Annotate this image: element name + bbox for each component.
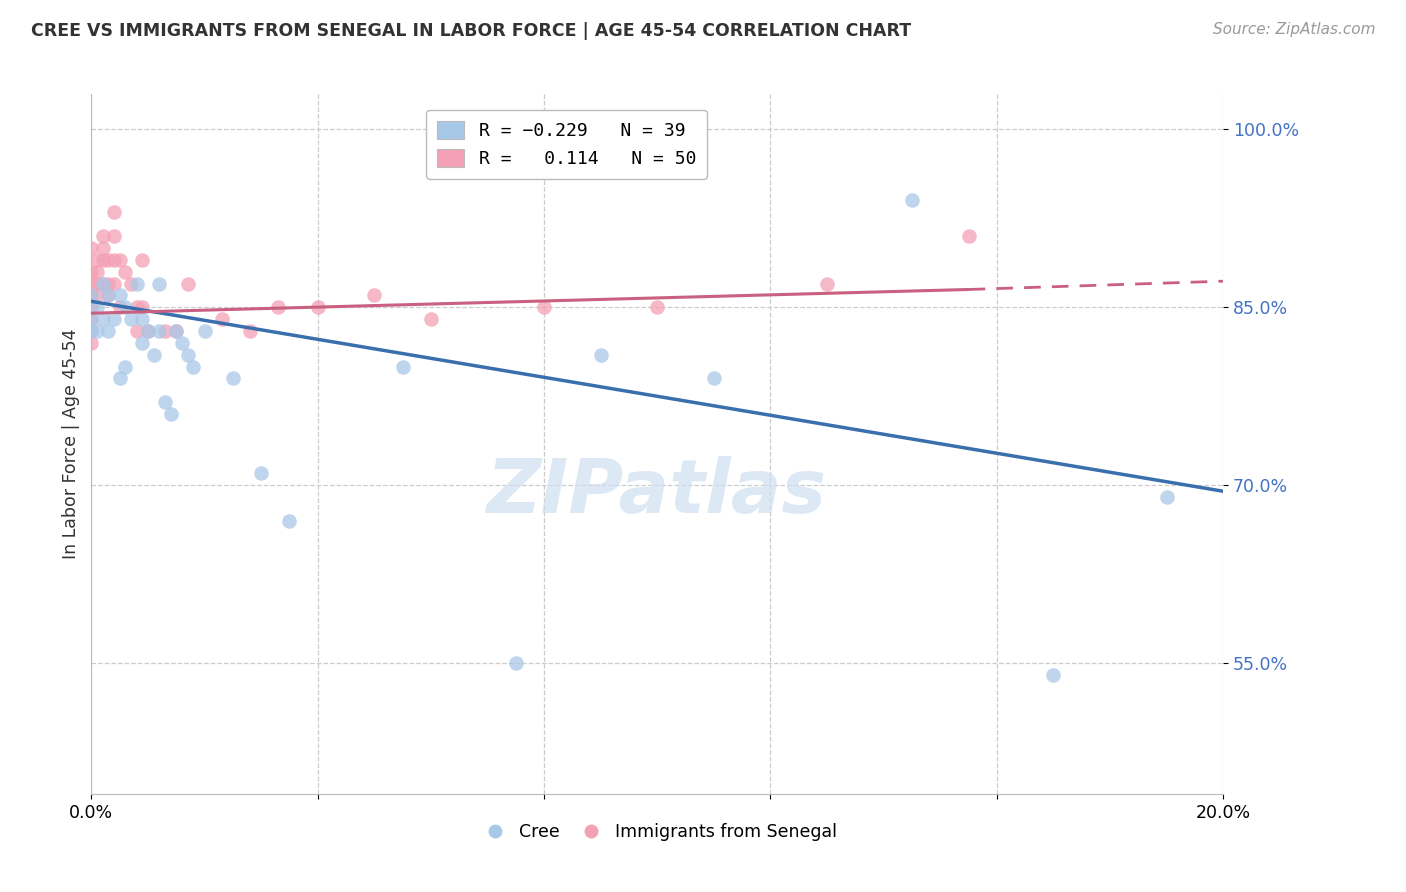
Point (176, 277, 198, 291)
Point (142, 348, 165, 362)
Point (363, 288, 385, 302)
Point (120, 312, 142, 326)
Point (103, 229, 125, 244)
Point (114, 300, 136, 314)
Point (80, 288, 103, 302)
Point (1042, 668, 1064, 682)
Point (131, 335, 153, 350)
Point (148, 324, 170, 338)
Point (91, 312, 114, 326)
Point (645, 300, 668, 314)
Point (153, 395, 176, 409)
Point (131, 252, 153, 267)
Point (97, 324, 120, 338)
Point (97, 288, 120, 302)
Point (114, 265, 136, 279)
Point (307, 300, 329, 314)
Point (86, 300, 108, 314)
Point (125, 277, 148, 291)
Text: CREE VS IMMIGRANTS FROM SENEGAL IN LABOR FORCE | AGE 45-54 CORRELATION CHART: CREE VS IMMIGRANTS FROM SENEGAL IN LABOR… (31, 22, 911, 40)
Point (108, 300, 131, 314)
Point (477, 158, 499, 172)
Point (80, 265, 103, 279)
Point (80, 277, 103, 291)
Point (419, 312, 441, 326)
Text: ZIPatlas: ZIPatlas (488, 457, 827, 529)
Point (108, 288, 131, 302)
Point (103, 252, 125, 267)
Point (1156, 490, 1178, 504)
Point (131, 312, 153, 326)
Point (170, 335, 193, 350)
Point (86, 252, 108, 267)
Point (153, 324, 176, 338)
Point (120, 277, 142, 291)
Point (97, 252, 120, 267)
Point (80, 300, 103, 314)
Point (125, 324, 148, 338)
Point (250, 467, 273, 481)
Point (86, 324, 108, 338)
Point (148, 277, 170, 291)
Point (91, 277, 114, 291)
Point (103, 277, 125, 291)
Point (80, 241, 103, 255)
Point (815, 277, 838, 291)
Point (181, 359, 204, 374)
Point (211, 312, 233, 326)
Point (165, 324, 187, 338)
Point (239, 324, 262, 338)
Point (108, 252, 131, 267)
Y-axis label: In Labor Force | Age 45-54: In Labor Force | Age 45-54 (62, 328, 80, 559)
Point (505, 657, 527, 671)
Point (80, 335, 103, 350)
Text: Source: ZipAtlas.com: Source: ZipAtlas.com (1212, 22, 1375, 37)
Point (136, 324, 159, 338)
Point (80, 324, 103, 338)
Point (136, 324, 159, 338)
Point (703, 371, 725, 385)
Point (103, 312, 125, 326)
Point (159, 407, 181, 421)
Point (391, 359, 413, 374)
Point (108, 371, 131, 385)
Point (533, 300, 555, 314)
Point (91, 277, 114, 291)
Point (91, 229, 114, 244)
Point (589, 348, 612, 362)
Point (114, 359, 136, 374)
Point (222, 371, 245, 385)
Point (957, 229, 980, 244)
Point (176, 348, 198, 362)
Point (80, 288, 103, 302)
Point (97, 288, 120, 302)
Point (267, 300, 290, 314)
Point (103, 205, 125, 219)
Point (193, 324, 217, 338)
Point (80, 312, 103, 326)
Point (86, 288, 108, 302)
Point (97, 277, 120, 291)
Point (91, 241, 114, 255)
Point (278, 514, 301, 528)
Point (80, 324, 103, 338)
Point (901, 194, 924, 208)
Point (80, 288, 103, 302)
Point (86, 277, 108, 291)
Point (80, 312, 103, 326)
Point (80, 300, 103, 314)
Point (131, 300, 153, 314)
Point (165, 324, 187, 338)
Point (125, 300, 148, 314)
Legend: Cree, Immigrants from Senegal: Cree, Immigrants from Senegal (471, 816, 844, 848)
Point (91, 252, 114, 267)
Point (86, 265, 108, 279)
